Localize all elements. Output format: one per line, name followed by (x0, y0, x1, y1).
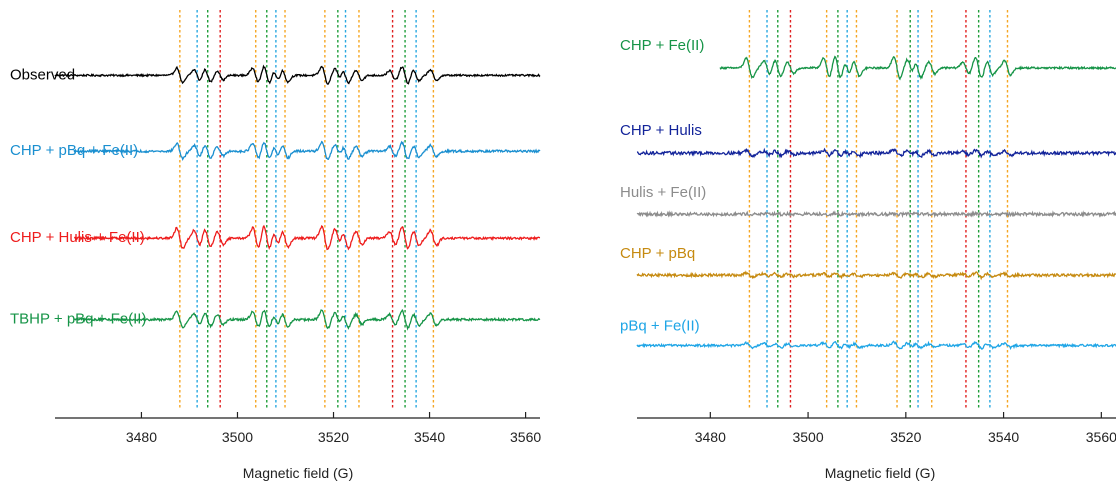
x-axis-label: Magnetic field (G) (243, 465, 353, 481)
x-tick-label: 3540 (988, 429, 1019, 445)
x-axis-label: Magnetic field (G) (825, 465, 935, 481)
series-label: CHP + Fe(II) (620, 37, 704, 54)
right-panel: CHP + Fe(II) CHP + Hulis Hulis + Fe(II) CHP… (620, 10, 1116, 481)
x-tick-label: 3500 (792, 429, 823, 445)
x-tick-label: 3500 (222, 429, 253, 445)
series-label: CHP + Hulis + Fe(II) (10, 229, 145, 246)
series-line (719, 55, 1116, 81)
series-line (74, 224, 541, 251)
x-tick-label: 3520 (890, 429, 921, 445)
series-label: Hulis + Fe(II) (620, 184, 706, 201)
x-tick-label: 3480 (695, 429, 726, 445)
series-line (636, 270, 1116, 281)
series-label: CHP + pBq + Fe(II) (10, 142, 138, 159)
left-panel: Observed CHP + pBq + Fe(II) CHP + Hulis + … (10, 10, 541, 481)
x-tick-label: 3540 (414, 429, 445, 445)
series-line (636, 340, 1116, 351)
series-label: Observed (10, 66, 75, 83)
series-label: CHP + pBq (620, 245, 695, 262)
series-line (74, 308, 541, 331)
series-label: CHP + Hulis (620, 122, 702, 139)
series-line (54, 64, 541, 86)
x-tick-label: 3480 (126, 429, 157, 445)
x-tick-label: 3560 (510, 429, 541, 445)
series-line (73, 140, 541, 161)
series-line (636, 147, 1116, 159)
series-line (636, 210, 1116, 219)
series-label: TBHP + pBq + Fe(II) (10, 311, 146, 328)
x-tick-label: 3520 (318, 429, 349, 445)
x-tick-label: 3560 (1086, 429, 1116, 445)
series-label: pBq + Fe(II) (620, 317, 700, 334)
